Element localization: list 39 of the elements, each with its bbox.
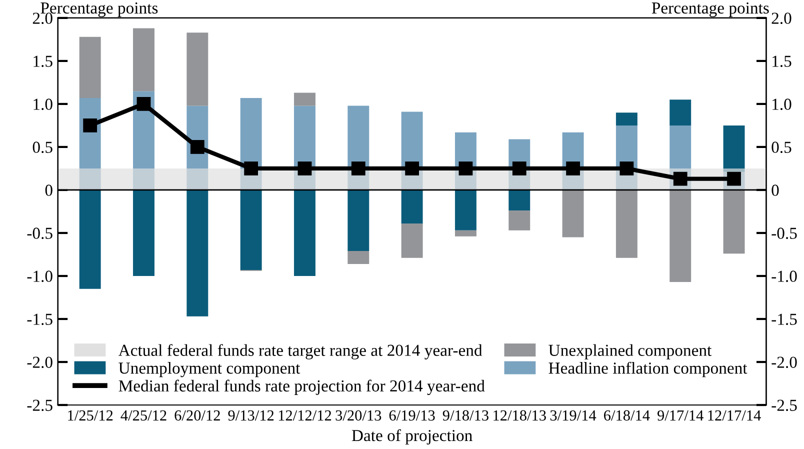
y2-tick-label: -0.5 — [772, 228, 797, 239]
x-axis-title: Date of projection — [352, 429, 472, 445]
y2-tick-label: 0 — [772, 184, 779, 196]
x-tick-label: 12/12/12 — [278, 410, 332, 421]
x-tick-label: 3/20/13 — [336, 410, 382, 421]
x-tick-label: 1/25/12 — [68, 410, 113, 421]
y-tick-label: -2.0 — [27, 356, 52, 368]
y2-axis-title: Percentage points — [652, 2, 769, 18]
x-tick-label: 4/25/12 — [120, 410, 166, 421]
y2-tick-label: 1.5 — [772, 56, 792, 67]
y-tick-label: 0.5 — [32, 142, 52, 153]
x-tick-label: 6/18/14 — [604, 410, 650, 421]
x-tick-label: 6/19/13 — [389, 410, 435, 421]
y2-tick-label: -2.5 — [772, 400, 797, 412]
x-tick-label: 9/13/12 — [228, 410, 274, 421]
x-tick-label: 6/20/12 — [174, 410, 220, 421]
x-tick-label: 9/17/14 — [658, 410, 704, 421]
y2-tick-label: 1.0 — [772, 98, 792, 110]
legend-label: Median federal funds rate projection for 2014 year-end — [118, 380, 485, 395]
y-tick-label: 1.0 — [34, 98, 52, 110]
legend-label: Unexplained component — [548, 344, 712, 360]
y-tick-label: -2.5 — [27, 400, 52, 412]
y-tick-label: -0.5 — [27, 228, 52, 239]
y2-tick-label: -2.0 — [772, 356, 797, 368]
legend-label: Actual federal funds rate target range at 2014 year-end — [118, 344, 482, 360]
y2-tick-label: -1.0 — [772, 270, 797, 282]
x-tick-label: 12/17/14 — [708, 410, 761, 421]
y-tick-label: -1.0 — [27, 270, 52, 282]
y2-tick-label: 2.0 — [772, 12, 792, 24]
x-tick-label: 3/19/14 — [550, 410, 596, 421]
x-tick-label: 9/18/13 — [442, 410, 488, 421]
y2-tick-label: -1.5 — [772, 314, 797, 326]
x-tick-label: 12/18/13 — [494, 410, 546, 421]
legend-label: Headline inflation component — [548, 362, 748, 378]
y-tick-label: 1.5 — [34, 56, 52, 67]
y2-tick-label: 0.5 — [772, 142, 792, 153]
legend-label: Unemployment component — [118, 362, 300, 378]
y-tick-label: -1.5 — [27, 314, 52, 326]
y-tick-label: 0 — [45, 184, 52, 196]
